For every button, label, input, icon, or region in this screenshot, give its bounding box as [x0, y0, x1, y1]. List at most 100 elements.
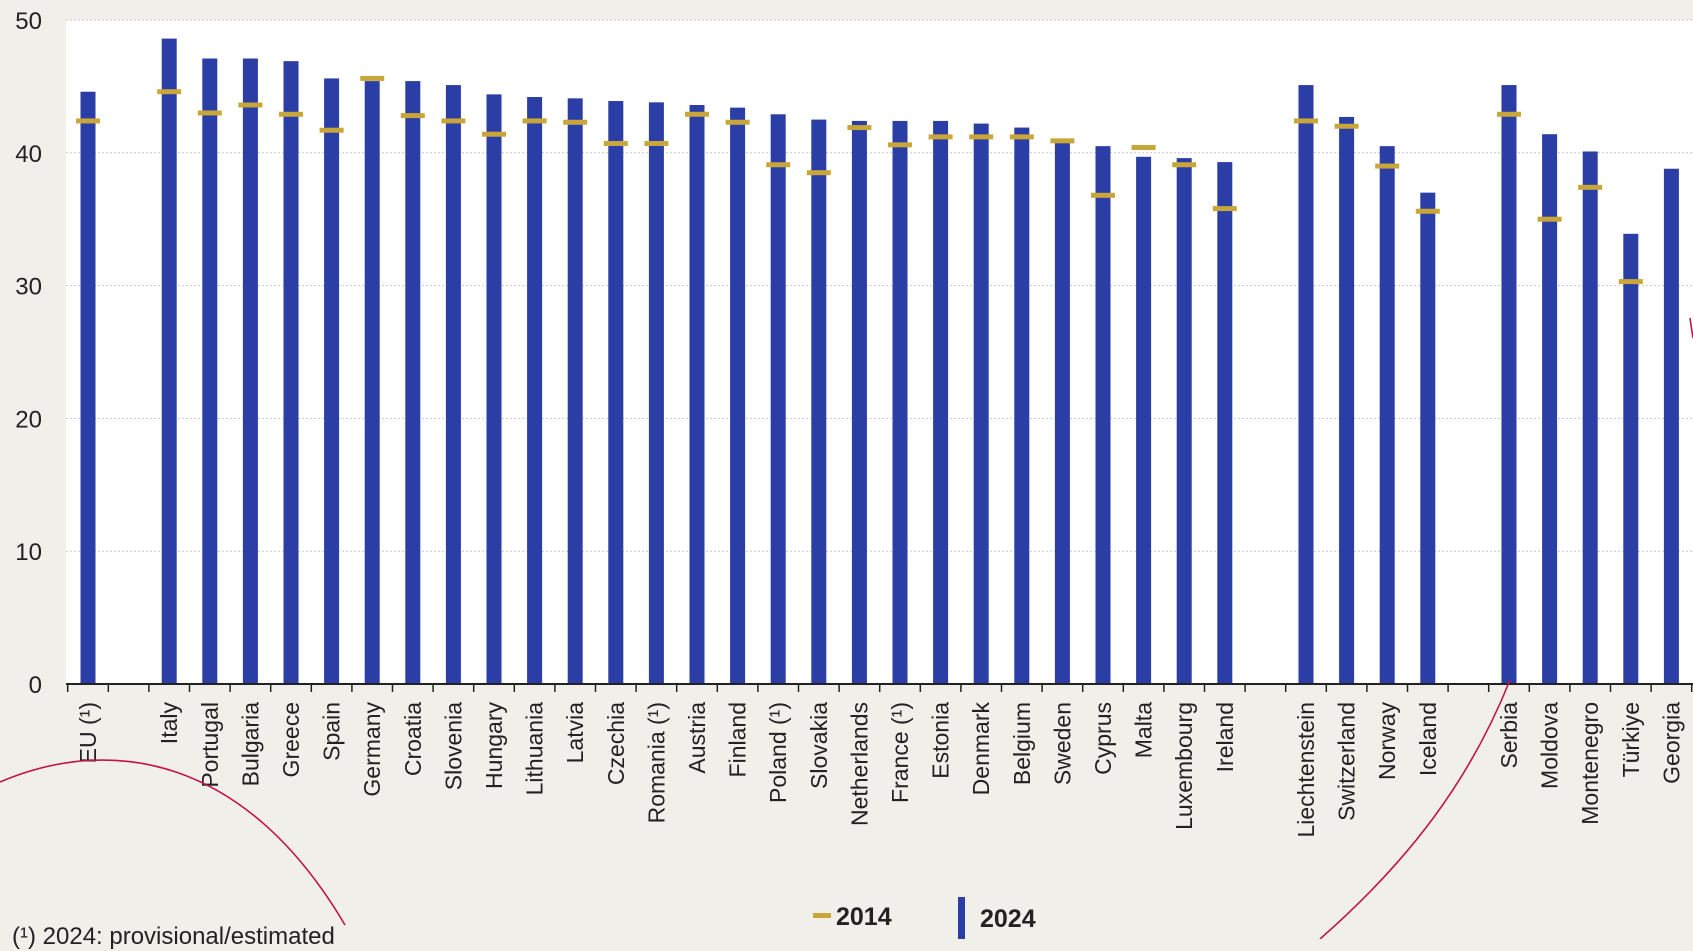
gridlines — [66, 19, 1693, 552]
x-tick-label-ireland: Ireland — [1212, 702, 1238, 772]
bar-2024-czechia — [608, 101, 624, 685]
footnote: (¹) 2024: provisional/estimated — [12, 923, 335, 950]
x-tick-label-slovenia: Slovenia — [440, 702, 466, 790]
x-tick-label-netherlands: Netherlands — [846, 702, 872, 826]
y-tick-label: 50 — [15, 8, 42, 35]
bar-2024-germany — [364, 81, 380, 684]
marker-2014-switzerland — [1334, 123, 1359, 129]
bar-2024-malta — [1136, 156, 1152, 684]
annotation-curve-middle — [1319, 679, 1511, 939]
x-tick-label-croatia: Croatia — [400, 702, 426, 776]
x-tick-label-estonia: Estonia — [928, 702, 954, 779]
x-tick-label-luxembourg: Luxembourg — [1171, 702, 1197, 830]
bar-2024-croatia — [405, 81, 421, 684]
marker-2014-montenegro — [1578, 184, 1603, 190]
bar-2024-italy — [161, 38, 177, 685]
y-axis-tick-labels: 0 10 20 30 40 50 — [15, 8, 42, 699]
bar-2024-iceland — [1420, 192, 1436, 684]
annotation-curve-left — [0, 759, 346, 926]
marker-2014-slovakia — [806, 170, 831, 176]
legend-swatch-2014 — [813, 913, 831, 918]
marker-2014-italy — [157, 89, 182, 95]
x-tick-label-lithuania: Lithuania — [522, 702, 548, 796]
bar-2024-luxembourg — [1176, 158, 1192, 684]
markers-2014 — [76, 75, 1643, 285]
marker-2014-serbia — [1497, 111, 1521, 117]
x-tick-label-belgium: Belgium — [1009, 702, 1035, 785]
marker-2014-romania — [644, 141, 669, 147]
marker-2014-czechia — [603, 141, 628, 147]
x-tick-label-hungary: Hungary — [481, 702, 507, 789]
marker-2014-netherlands — [847, 125, 872, 131]
marker-2014-norway — [1375, 163, 1400, 169]
y-tick-label: 10 — [15, 539, 42, 566]
x-tick-label-cyprus: Cyprus — [1090, 702, 1116, 775]
marker-2014-france — [888, 142, 912, 148]
bar-2024-latvia — [567, 98, 583, 685]
x-tick-label-montenegro: Montenegro — [1577, 702, 1603, 825]
bar-2024-belgium — [1014, 127, 1030, 685]
bar-2024-bulgaria — [242, 58, 258, 684]
x-tick-label-finland: Finland — [725, 702, 751, 777]
marker-2014-germany — [360, 75, 385, 81]
marker-2014-croatia — [400, 113, 425, 119]
x-tick-label-moldova: Moldova — [1537, 702, 1563, 789]
bar-2024-moldova — [1542, 134, 1558, 684]
bar-2024-poland — [770, 114, 786, 684]
x-tick-label-latvia: Latvia — [562, 702, 588, 764]
bar-2024-netherlands — [851, 120, 867, 685]
bar-2024-greece — [283, 61, 299, 685]
marker-2014-sweden — [1050, 138, 1075, 144]
legend: 2014 2024 — [813, 897, 1036, 939]
bar-2024-sweden — [1054, 140, 1070, 684]
x-tick-label-romania: Romania (¹) — [643, 702, 669, 823]
bar-2024-serbia — [1501, 85, 1517, 684]
bar-2024-slovenia — [445, 85, 461, 684]
x-tick-label-italy: Italy — [156, 702, 182, 745]
x-tick-label-georgia: Georgia — [1658, 702, 1684, 784]
x-axis — [66, 683, 1693, 692]
x-tick-label-malta: Malta — [1131, 702, 1157, 758]
x-tick-label-germany: Germany — [359, 702, 385, 797]
x-tick-label-sweden: Sweden — [1049, 702, 1075, 785]
x-tick-label-bulgaria: Bulgaria — [237, 702, 263, 787]
marker-2014-hungary — [482, 131, 506, 137]
bar-2024-denmark — [973, 123, 989, 685]
x-tick-label-portugal: Portugal — [197, 702, 223, 788]
marker-2014-ireland — [1212, 206, 1237, 212]
marker-2014-bulgaria — [238, 102, 263, 108]
bar-2024-montenegro — [1582, 151, 1598, 685]
marker-2014-denmark — [969, 134, 994, 140]
x-axis-category-labels: EU (¹) Italy Portugal Bulgaria Greece Spain Ge… — [75, 702, 1684, 838]
bar-2024-austria — [689, 104, 705, 684]
x-tick-label-switzerland: Switzerland — [1334, 702, 1360, 821]
y-tick-label: 20 — [15, 406, 42, 433]
marker-2014-iceland — [1415, 208, 1440, 214]
y-tick-label: 0 — [29, 672, 42, 699]
marker-2014-greece — [279, 111, 303, 117]
bar-2024-georgia — [1663, 168, 1679, 685]
marker-2014-finland — [725, 119, 750, 125]
bar-2024-liechtenstein — [1298, 85, 1314, 684]
marker-2014-luxembourg — [1172, 162, 1197, 168]
marker-2014-liechtenstein — [1294, 118, 1318, 124]
x-tick-label-eu: EU (¹) — [75, 702, 101, 763]
bar-2024-hungary — [486, 94, 502, 685]
bar-2024-switzerland — [1339, 116, 1355, 685]
x-tick-label-norway: Norway — [1374, 702, 1400, 780]
marker-2014-latvia — [563, 119, 588, 125]
bar-2024-finland — [730, 107, 746, 684]
bar-2024-estonia — [933, 120, 949, 685]
bar-2024-lithuania — [527, 97, 543, 685]
x-tick-label-greece: Greece — [278, 702, 304, 777]
marker-2014-spain — [319, 127, 344, 133]
plot-area — [66, 20, 1693, 684]
bar-2024-ireland — [1217, 162, 1233, 684]
marker-2014-cyprus — [1091, 192, 1115, 198]
bar-2024-eu — [80, 91, 96, 685]
bar-2024-norway — [1379, 146, 1395, 684]
bar-2024-cyprus — [1095, 146, 1111, 684]
marker-2014-eu — [76, 118, 100, 124]
x-tick-label-t-rkiye: Türkiye — [1618, 702, 1644, 777]
